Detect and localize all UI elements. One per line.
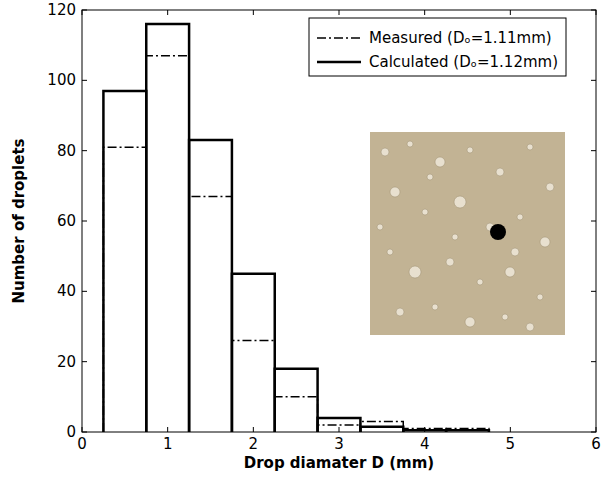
inset-photo xyxy=(370,132,565,335)
inset-droplet xyxy=(387,249,393,255)
y-tick xyxy=(82,432,87,433)
legend-swatch xyxy=(317,61,361,64)
x-tick xyxy=(596,10,597,15)
inset-droplet xyxy=(540,237,550,247)
inset-droplet xyxy=(432,304,438,310)
x-tick-label: 6 xyxy=(591,435,601,453)
y-tick-label: 100 xyxy=(47,71,76,89)
histogram-bar xyxy=(189,140,232,432)
y-tick xyxy=(591,80,596,81)
y-tick-label: 40 xyxy=(57,282,76,300)
inset-droplet xyxy=(377,224,383,230)
inset-droplet xyxy=(407,141,413,147)
y-tick-label: 60 xyxy=(57,212,76,230)
histogram-bar xyxy=(146,24,189,432)
x-tick xyxy=(596,427,597,432)
inset-droplet xyxy=(427,174,433,180)
histogram-bar xyxy=(360,421,403,432)
histogram-bar xyxy=(103,147,146,432)
inset-droplet xyxy=(511,248,519,256)
y-tick xyxy=(82,80,87,81)
x-tick xyxy=(253,10,254,15)
x-tick-label: 3 xyxy=(334,435,344,453)
y-tick xyxy=(591,10,596,11)
inset-droplet xyxy=(422,209,428,215)
histogram-bar xyxy=(146,56,189,432)
histogram-bar xyxy=(446,430,489,432)
y-tick xyxy=(82,361,87,362)
inset-droplet xyxy=(546,183,554,191)
inset-droplet xyxy=(496,168,504,176)
histogram-bar xyxy=(403,428,446,432)
inset-droplet xyxy=(381,148,389,156)
x-tick xyxy=(424,10,425,15)
inset-droplet xyxy=(396,308,404,316)
inset-droplet xyxy=(477,279,483,285)
x-tick xyxy=(510,10,511,15)
x-axis-title: Drop diamater D (mm) xyxy=(244,454,434,472)
x-tick xyxy=(167,427,168,432)
inset-droplet xyxy=(526,323,534,331)
inset-droplet xyxy=(467,147,473,153)
histogram-bar xyxy=(275,369,318,432)
x-tick-label: 2 xyxy=(249,435,259,453)
inset-droplet xyxy=(527,144,533,150)
y-tick-label: 120 xyxy=(47,1,76,19)
legend-label: Calculated (Dₒ=1.12mm) xyxy=(369,53,558,71)
inset-droplet xyxy=(446,258,454,266)
x-tick-label: 0 xyxy=(77,435,87,453)
x-tick-label: 5 xyxy=(506,435,516,453)
histogram-bar xyxy=(446,428,489,432)
legend: Measured (Dₒ=1.11mm) Calculated (Dₒ=1.12m… xyxy=(309,18,566,76)
x-tick xyxy=(82,10,83,15)
y-tick xyxy=(591,361,596,362)
x-tick xyxy=(510,427,511,432)
inset-droplet xyxy=(537,294,543,300)
histogram-bar xyxy=(189,196,232,432)
chart: 0123456020406080100120Drop diamater D (m… xyxy=(0,0,609,484)
y-tick-label: 0 xyxy=(66,423,76,441)
histogram-bar xyxy=(318,425,361,432)
legend-box xyxy=(309,18,566,76)
inset-droplet xyxy=(390,187,400,197)
inset-droplet xyxy=(465,317,475,327)
y-tick xyxy=(82,150,87,151)
y-tick xyxy=(591,432,596,433)
plot-frame xyxy=(82,10,596,432)
inset-droplet xyxy=(452,234,458,240)
y-tick xyxy=(591,150,596,151)
y-tick xyxy=(591,291,596,292)
y-tick-label: 20 xyxy=(57,353,76,371)
y-axis-title: Number of droplets xyxy=(10,138,28,303)
histogram-bar xyxy=(103,91,146,432)
inset-marker xyxy=(490,224,506,240)
inset-droplet xyxy=(435,157,445,167)
y-tick xyxy=(82,10,87,11)
histogram-bar xyxy=(232,341,275,432)
inset-droplet xyxy=(517,214,523,220)
legend-label: Measured (Dₒ=1.11mm) xyxy=(369,29,552,47)
histogram-bar xyxy=(403,430,446,432)
y-tick xyxy=(82,221,87,222)
y-tick-label: 80 xyxy=(57,142,76,160)
x-tick xyxy=(167,10,168,15)
inset-droplet xyxy=(502,314,508,320)
x-tick xyxy=(339,10,340,15)
inset-droplet xyxy=(454,196,466,208)
x-tick-label: 4 xyxy=(420,435,430,453)
histogram-bar xyxy=(232,274,275,432)
bars xyxy=(103,24,489,432)
x-tick xyxy=(339,427,340,432)
histogram-bar xyxy=(318,418,361,432)
x-tick xyxy=(82,427,83,432)
inset-droplet xyxy=(409,266,421,278)
y-tick xyxy=(82,291,87,292)
histogram-bar xyxy=(360,427,403,432)
legend-swatch xyxy=(317,37,361,39)
inset-droplet xyxy=(505,267,515,277)
histogram-bar xyxy=(275,397,318,432)
x-tick-label: 1 xyxy=(163,435,173,453)
y-tick xyxy=(591,221,596,222)
x-tick xyxy=(253,427,254,432)
